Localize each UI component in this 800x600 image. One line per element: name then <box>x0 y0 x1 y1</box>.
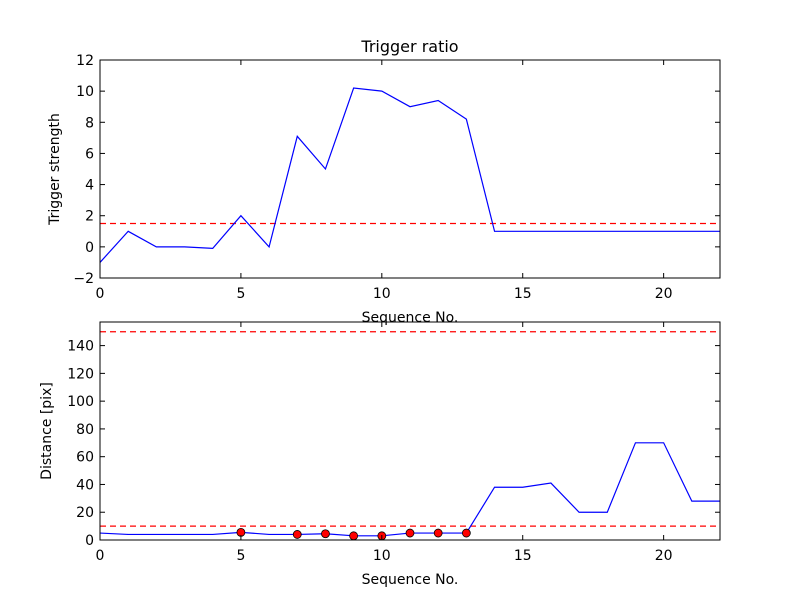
x-tick-label: 10 <box>373 286 391 302</box>
y-tick-label: 12 <box>76 53 94 69</box>
y-tick-label: 2 <box>85 209 94 225</box>
x-tick-label: 20 <box>655 548 673 564</box>
x-tick-label: 0 <box>96 286 105 302</box>
x-tick-label: 10 <box>373 548 391 564</box>
y-tick-label: 0 <box>85 240 94 256</box>
y-tick-label: 20 <box>76 505 94 521</box>
y-tick-label: 6 <box>85 146 94 162</box>
series-line <box>99 87 720 263</box>
plot-frame <box>99 321 721 541</box>
x-tick-label: 5 <box>236 286 245 302</box>
y-tick-label: 10 <box>76 84 94 100</box>
y-tick-label: −2 <box>73 271 94 287</box>
x-axis-label: Sequence No. <box>362 572 459 588</box>
data-point-marker <box>433 528 443 538</box>
y-tick-label: 100 <box>67 394 94 410</box>
y-tick-label: 4 <box>85 178 94 194</box>
data-point-marker <box>461 528 471 538</box>
x-tick-label: 5 <box>236 548 245 564</box>
y-tick-label: 0 <box>85 533 94 549</box>
x-tick-label: 0 <box>96 548 105 564</box>
x-tick-label: 15 <box>514 548 532 564</box>
y-tick-label: 120 <box>67 366 94 382</box>
x-tick-label: 20 <box>655 286 673 302</box>
data-point-marker <box>292 530 302 539</box>
trigger-ratio-chart: Trigger ratio Sequence No. Trigger stren… <box>47 37 721 326</box>
y-axis-label: Distance [pix] <box>39 382 55 480</box>
plot-frame <box>99 59 721 279</box>
y-axis-label: Trigger strength <box>47 113 63 226</box>
chart-title: Trigger ratio <box>360 37 458 56</box>
y-tick-label: 140 <box>67 339 94 355</box>
x-tick-label: 15 <box>514 286 532 302</box>
y-tick-label: 40 <box>76 477 94 493</box>
data-point-marker <box>349 531 359 541</box>
y-tick-label: 60 <box>76 450 94 466</box>
x-axis-label: Sequence No. <box>362 310 459 326</box>
data-point-marker <box>321 529 330 539</box>
distance-chart: Sequence No. Distance [pix] 0 5 10 15 20 0 20 4… <box>39 321 721 588</box>
y-tick-label: 8 <box>85 115 94 131</box>
data-point-marker <box>405 528 415 538</box>
y-tick-label: 80 <box>76 422 94 438</box>
